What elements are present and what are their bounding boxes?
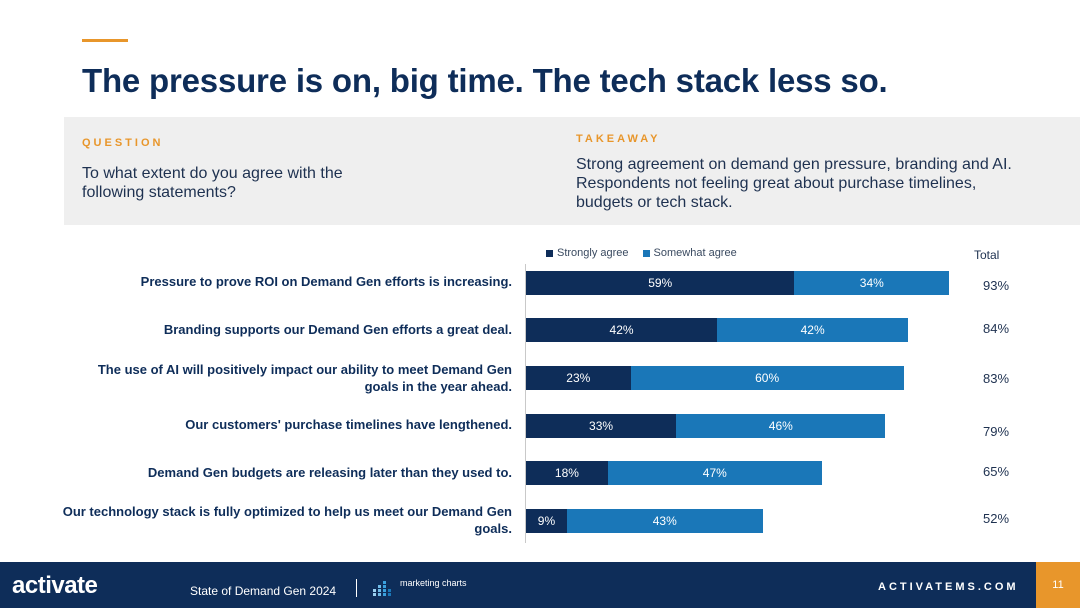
bar-somewhat: 42% [717, 318, 909, 342]
page-title: The pressure is on, big time. The tech s… [82, 62, 888, 99]
bar-value-label: 43% [652, 514, 677, 528]
total-value: 65% [983, 464, 1010, 479]
marketing-charts-logo: marketing charts [400, 578, 467, 588]
page-number: 11 [1036, 562, 1080, 608]
bar-strongly: 33% [526, 414, 677, 438]
total-column-header: Total [974, 248, 1000, 262]
report-title: State of Demand Gen 2024 [190, 584, 337, 598]
legend-swatch-strongly [546, 249, 553, 257]
legend-label-somewhat: Somewhat agree [653, 247, 737, 259]
legend-swatch-somewhat [642, 249, 650, 257]
marketing-charts-icon [373, 581, 391, 596]
bar-value-label: 59% [648, 276, 673, 290]
total-value: 79% [983, 424, 1010, 439]
bar-value-label: 18% [554, 466, 579, 480]
chart-axis-line [525, 264, 526, 543]
category-label: Our customers' purchase timelines have l… [185, 417, 512, 432]
legend-label-strongly: Strongly agree [557, 247, 629, 259]
total-value: 93% [983, 278, 1010, 293]
bar-value-label: 34% [859, 276, 884, 290]
takeaway-label: TAKEAWAY [576, 133, 661, 145]
category-label: Pressure to prove ROI on Demand Gen effo… [140, 274, 512, 289]
category-label: Demand Gen budgets are releasing later t… [147, 465, 512, 480]
bar-value-label: 60% [755, 371, 780, 385]
activate-logo: activate [12, 572, 98, 599]
title-accent-line [82, 39, 128, 42]
footer: activate State of Demand Gen 2024 market… [0, 562, 1080, 608]
bar-value-label: 42% [800, 323, 825, 337]
bar-value-label: 9% [537, 514, 556, 528]
bar-strongly: 42% [526, 318, 718, 342]
bar-strongly: 9% [526, 509, 567, 533]
question-text: To what extent do you agree with the fol… [82, 165, 343, 201]
question-label: QUESTION [82, 137, 164, 149]
bar-value-label: 46% [768, 419, 793, 433]
legend-item-strongly: Strongly agree [546, 247, 629, 259]
legend-item-somewhat: Somewhat agree [642, 247, 737, 259]
info-band: QUESTION To what extent do you agree wit… [64, 117, 1080, 225]
category-label: The use of AI will positively impact our… [97, 362, 512, 394]
takeaway-text: Strong agreement on demand gen pressure,… [576, 156, 1012, 211]
chart-legend: Strongly agree Somewhat agree [546, 247, 737, 259]
bar-value-label: 23% [566, 371, 591, 385]
bar-strongly: 23% [526, 366, 631, 390]
bar-strongly: 59% [526, 271, 795, 295]
bar-value-label: 47% [702, 466, 727, 480]
bar-somewhat: 43% [566, 509, 763, 533]
total-value: 83% [983, 371, 1010, 386]
footer-divider [356, 579, 357, 597]
category-label: Our technology stack is fully optimized … [62, 504, 512, 536]
bar-value-label: 33% [589, 419, 614, 433]
category-label: Branding supports our Demand Gen efforts… [163, 322, 512, 337]
total-value: 84% [983, 321, 1010, 336]
bar-somewhat: 60% [630, 366, 904, 390]
bar-somewhat: 46% [676, 414, 886, 438]
bar-somewhat: 47% [607, 461, 822, 485]
bar-strongly: 18% [526, 461, 608, 485]
total-value: 52% [983, 511, 1010, 526]
bar-somewhat: 34% [794, 271, 950, 295]
bar-value-label: 42% [609, 323, 634, 337]
footer-url[interactable]: ACTIVATEMS.COM [878, 581, 1019, 593]
